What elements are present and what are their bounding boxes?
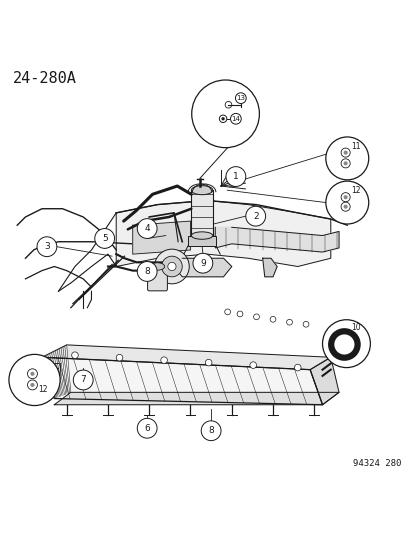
Polygon shape	[54, 392, 338, 405]
Circle shape	[269, 317, 275, 322]
Circle shape	[322, 320, 370, 368]
Polygon shape	[42, 345, 330, 370]
Polygon shape	[42, 357, 322, 405]
Text: 94324 280: 94324 280	[352, 459, 400, 468]
Polygon shape	[215, 227, 338, 252]
Ellipse shape	[150, 263, 164, 270]
Circle shape	[167, 262, 176, 271]
Text: 5: 5	[102, 234, 107, 243]
Circle shape	[294, 364, 300, 371]
Polygon shape	[262, 259, 276, 277]
Text: 10: 10	[350, 324, 359, 333]
Text: 11: 11	[351, 142, 360, 151]
Circle shape	[343, 195, 347, 199]
Circle shape	[302, 321, 308, 327]
Circle shape	[137, 418, 157, 438]
Circle shape	[325, 181, 368, 224]
Text: 24-280A: 24-280A	[13, 70, 77, 85]
Circle shape	[221, 117, 224, 120]
Circle shape	[160, 357, 167, 364]
Circle shape	[230, 114, 241, 124]
Text: 12: 12	[351, 187, 360, 196]
Text: 3: 3	[44, 242, 50, 251]
Circle shape	[37, 237, 57, 256]
Circle shape	[205, 359, 211, 366]
Circle shape	[154, 249, 189, 284]
Text: 9: 9	[199, 259, 205, 268]
Circle shape	[286, 319, 292, 325]
Circle shape	[192, 253, 212, 273]
Text: 4: 4	[144, 224, 150, 233]
Circle shape	[137, 262, 157, 281]
Circle shape	[9, 354, 60, 406]
Circle shape	[30, 372, 34, 376]
Circle shape	[237, 311, 242, 317]
Bar	[188, 236, 216, 246]
Circle shape	[343, 161, 347, 165]
Polygon shape	[133, 221, 190, 254]
FancyBboxPatch shape	[191, 190, 212, 236]
Ellipse shape	[191, 185, 212, 195]
Text: 12: 12	[38, 384, 47, 393]
Circle shape	[30, 383, 34, 387]
Circle shape	[201, 421, 221, 441]
Text: 6: 6	[144, 424, 150, 433]
Circle shape	[343, 205, 347, 209]
Text: 7: 7	[80, 375, 86, 384]
Circle shape	[95, 229, 114, 248]
Circle shape	[71, 352, 78, 359]
Circle shape	[116, 354, 123, 361]
Circle shape	[249, 362, 256, 368]
Circle shape	[325, 137, 368, 180]
Circle shape	[343, 150, 347, 155]
Circle shape	[194, 256, 211, 273]
Circle shape	[191, 80, 259, 148]
Polygon shape	[173, 259, 231, 277]
Text: 2: 2	[252, 212, 258, 221]
Circle shape	[245, 206, 265, 226]
Circle shape	[73, 370, 93, 390]
Text: 8: 8	[208, 426, 214, 435]
Text: 8: 8	[144, 267, 150, 276]
Text: 13: 13	[236, 95, 245, 101]
Circle shape	[198, 260, 206, 269]
Text: 1: 1	[233, 172, 238, 181]
Circle shape	[137, 219, 157, 238]
Circle shape	[224, 309, 230, 315]
Polygon shape	[309, 357, 338, 405]
Ellipse shape	[191, 232, 212, 239]
Circle shape	[235, 93, 246, 103]
Circle shape	[253, 314, 259, 320]
Circle shape	[225, 167, 245, 187]
Circle shape	[161, 256, 182, 277]
Polygon shape	[116, 200, 330, 266]
Text: 14: 14	[231, 116, 240, 122]
FancyBboxPatch shape	[147, 265, 167, 291]
